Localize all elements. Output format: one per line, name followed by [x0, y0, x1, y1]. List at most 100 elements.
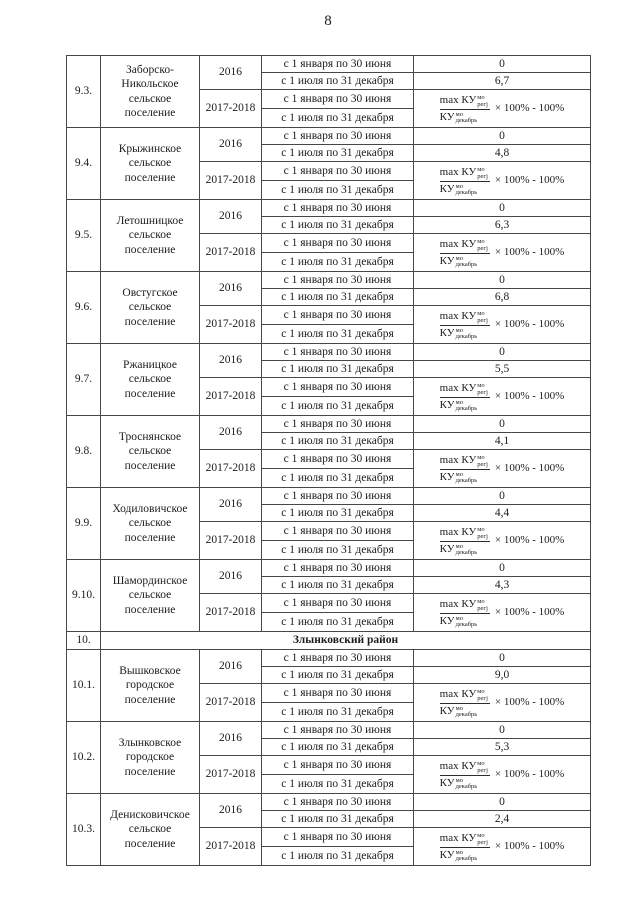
denominator-supsub: мо декабрь: [456, 615, 478, 628]
numerator-subscript: регj: [477, 766, 488, 774]
numerator-subscript: регj: [477, 838, 488, 846]
period-cell: с 1 июля по 31 декабря: [261, 504, 414, 522]
period-cell: с 1 июля по 31 декабря: [261, 468, 414, 488]
value-cell: 0: [413, 559, 591, 577]
period-cell: с 1 января по 30 июня: [261, 755, 414, 775]
table-row: с 1 июля по 31 декабря: [67, 846, 591, 866]
numerator-superscript: мо: [477, 760, 485, 768]
formula-suffix: × 100% - 100%: [494, 606, 565, 619]
table-row: 9.4. Крыжинское сельское поселение 2016 с 1…: [66, 127, 591, 200]
table-row: 9.5. Летошницкое сельское поселение 2016 с …: [66, 199, 591, 272]
settlement-name-cell: Заборско-Никольское сельское поселение: [100, 55, 200, 128]
year-cell: 2017-2018: [199, 827, 262, 866]
denominator-subscript: декабрь: [455, 404, 478, 412]
numerator-subscript: регj: [477, 532, 488, 540]
denominator-superscript: мо: [455, 776, 463, 784]
denominator-supsub: мо декабрь: [455, 848, 478, 862]
formula-suffix: × 100% - 100%: [494, 534, 565, 547]
fraction: max КУ мо регj КУ мо декабрь: [439, 526, 490, 556]
settlement-name-cell: Овстугское сельское поселение: [100, 271, 200, 344]
year-cell: 2017-2018: [199, 755, 262, 794]
fraction-numerator: max КУ мо регj: [439, 526, 490, 542]
denominator-subscript: декабрь: [455, 548, 478, 556]
fraction-denominator: КУ мо декабрь: [439, 704, 478, 718]
numerator-subscript: регj: [477, 460, 488, 468]
value-cell: 0: [413, 271, 591, 289]
period-cell: с 1 января по 30 июня: [261, 649, 414, 667]
numerator-superscript: мо: [477, 454, 485, 462]
value-cell: 0: [413, 649, 591, 667]
fraction-numerator: max КУ мо регj: [439, 166, 490, 182]
numerator-supsub: мо регj: [477, 689, 488, 702]
period-cell: с 1 января по 30 июня: [261, 449, 414, 469]
period-cell: с 1 июля по 31 декабря: [261, 738, 414, 756]
period-cell: с 1 июля по 31 декабря: [261, 324, 414, 344]
fraction: max КУ мо регj КУ мо декабрь: [439, 166, 490, 196]
period-cell: с 1 января по 30 июня: [261, 271, 414, 289]
row-number-cell: 9.4.: [66, 127, 101, 200]
period-cell: с 1 января по 30 июня: [261, 793, 414, 811]
row-number-cell: 10.3.: [66, 793, 101, 866]
numerator-subscript: регj: [477, 388, 488, 396]
period-cell: с 1 июля по 31 декабря: [261, 252, 414, 272]
table-row: с 1 июля по 31 декабря: [67, 180, 591, 200]
period-cell: с 1 июля по 31 декабря: [261, 180, 414, 200]
value-cell: 0: [413, 793, 591, 811]
fraction: max КУ мо регj КУ мо декабрь: [439, 382, 490, 412]
denominator-superscript: мо: [455, 848, 463, 856]
formula-suffix: × 100% - 100%: [494, 390, 565, 403]
year-cell: 2017-2018: [199, 305, 262, 344]
period-cell: с 1 января по 30 июня: [261, 683, 414, 703]
numerator-superscript: мо: [477, 94, 485, 102]
period-cell: с 1 июля по 31 декабря: [261, 396, 414, 416]
denominator-superscript: мо: [455, 326, 463, 334]
numerator-superscript: мо: [477, 526, 485, 534]
denominator-supsub: мо декабрь: [455, 326, 478, 340]
year-cell: 2016: [199, 343, 262, 378]
period-cell: с 1 января по 30 июня: [261, 233, 414, 253]
value-cell: 4,1: [413, 432, 591, 450]
table-row: 9.6. Овстугское сельское поселение 2016 с 1…: [66, 271, 591, 344]
max-index-formula: max КУ мо регj КУ мо декабрь × 100% - 100%: [439, 598, 565, 628]
year-cell: 2017-2018: [199, 233, 262, 272]
year-cell: 2017-2018: [199, 89, 262, 128]
value-cell: 0: [413, 721, 591, 739]
value-cell: 4,8: [413, 144, 591, 162]
period-cell: с 1 июля по 31 декабря: [261, 432, 414, 450]
year-cell: 2017-2018: [199, 377, 262, 416]
table-row: 2017-2018 с 1 января по 30 июня max КУ мо ре…: [67, 161, 591, 200]
period-cell: с 1 июля по 31 декабря: [261, 702, 414, 722]
denominator-superscript: мо: [455, 704, 463, 712]
table-row: 2017-2018 с 1 января по 30 июня max КУ мо ре…: [67, 683, 591, 722]
denominator-supsub: мо декабрь: [455, 543, 478, 556]
settlement-name-cell: Шамординское сельское поселение: [100, 559, 200, 632]
period-cell: с 1 января по 30 июня: [261, 127, 414, 145]
denominator-subscript: декабрь: [455, 332, 478, 340]
numerator-superscript: мо: [477, 310, 485, 318]
tariff-index-table: 9.3. Заборско-Никольское сельское поселен…: [66, 55, 591, 866]
fraction-numerator: max КУ мо регj: [439, 688, 490, 704]
numerator-supsub: мо регj: [477, 599, 488, 612]
period-cell: с 1 января по 30 июня: [261, 55, 414, 73]
denominator-subscript: декабрь: [455, 260, 478, 268]
formula-suffix: × 100% - 100%: [494, 246, 565, 259]
row-number-cell: 9.6.: [66, 271, 101, 344]
denominator-superscript: мо: [455, 182, 463, 190]
denominator-supsub: мо декабрь: [455, 255, 478, 268]
fraction-denominator: КУ мо декабрь: [439, 542, 478, 556]
max-index-formula: max КУ мо регj КУ мо декабрь × 100% - 100%: [439, 310, 564, 340]
period-cell: с 1 июля по 31 декабря: [261, 72, 414, 90]
denominator-superscript: мо: [455, 110, 463, 118]
period-cell: с 1 июля по 31 декабря: [261, 144, 414, 162]
table-row: 10.3. Денисковичское сельское поселение 20…: [66, 793, 591, 866]
table-row: 9.3. Заборско-Никольское сельское поселен…: [66, 55, 591, 128]
period-cell: с 1 января по 30 июня: [261, 305, 414, 325]
period-cell: с 1 января по 30 июня: [261, 521, 414, 541]
formula-cell: max КУ мо регj КУ мо декабрь × 100% - 100%: [413, 449, 591, 488]
denominator-subscript: декабрь: [455, 476, 478, 484]
table-row: с 1 июля по 31 декабря 6,8: [67, 288, 591, 306]
fraction-numerator: max КУ мо регj: [439, 238, 490, 254]
year-cell: 2016: [199, 721, 262, 756]
table-row: с 1 июля по 31 декабря 9,0: [67, 666, 591, 684]
value-cell: 5,3: [413, 738, 591, 756]
